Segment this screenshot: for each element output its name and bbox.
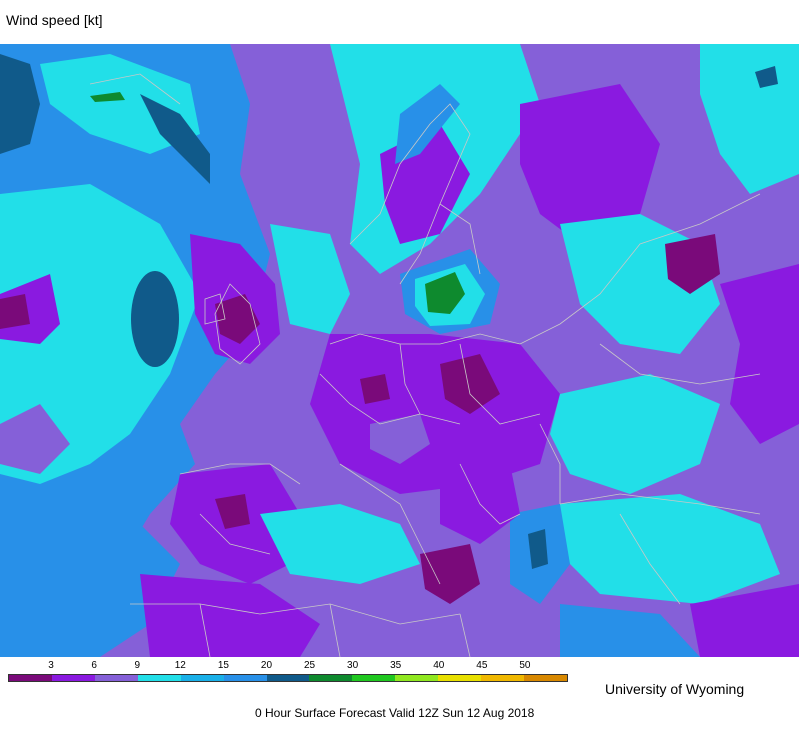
colorbar-tick-label: 25 xyxy=(303,660,316,671)
uk-dark-purple xyxy=(215,294,260,344)
colorbar-segment xyxy=(266,675,310,681)
colorbar-segment xyxy=(309,675,353,681)
wind-speed-map xyxy=(0,44,799,657)
colorbar-segment xyxy=(524,675,567,681)
levant-purple xyxy=(690,584,799,657)
central-europe-dark-2 xyxy=(360,374,390,404)
map-title: Wind speed [kt] xyxy=(6,12,103,28)
colorbar-tick-label: 50 xyxy=(519,660,531,671)
iceland-green-patch xyxy=(90,92,125,102)
east-med-blue xyxy=(560,604,700,657)
north-sea-cyan xyxy=(270,224,350,334)
colorbar-segment xyxy=(223,675,267,681)
colorbar-segment xyxy=(94,675,138,681)
colorbar-segment xyxy=(9,675,52,681)
atlantic-cyan-field xyxy=(0,184,200,484)
colorbar-tick-label: 30 xyxy=(347,660,359,671)
russia-dark-east xyxy=(755,66,778,88)
iceland-dark-field xyxy=(140,94,210,184)
russia-dark-purple xyxy=(665,234,720,294)
black-sea-cyan xyxy=(550,374,720,494)
turkey-cyan xyxy=(560,494,780,604)
colorbar-tick-label: 40 xyxy=(433,660,445,671)
russia-purple-west xyxy=(520,84,660,244)
iberia-dark xyxy=(215,494,250,529)
atlantic-dark-core xyxy=(131,271,179,367)
greenland-dark-field xyxy=(0,54,40,154)
colorbar-tick-label: 35 xyxy=(390,660,402,671)
country-borders xyxy=(89,73,761,657)
atlantic-purple-patch-2 xyxy=(0,294,30,329)
colorbar-tick-label: 3 xyxy=(48,660,54,671)
credit-label: University of Wyoming xyxy=(605,681,745,697)
colorbar-segment xyxy=(352,675,396,681)
aegean-dark xyxy=(528,529,548,569)
atlantic-calm-west xyxy=(0,404,70,474)
forecast-footer: 0 Hour Surface Forecast Valid 12Z Sun 12… xyxy=(255,706,535,720)
colorbar-segment xyxy=(137,675,181,681)
colorbar-bar xyxy=(8,674,568,682)
colorbar-segment xyxy=(51,675,95,681)
central-europe-purple xyxy=(310,334,560,494)
mediterranean-cyan xyxy=(260,504,420,584)
africa-blue xyxy=(0,504,180,657)
colorbar-tick-label: 45 xyxy=(476,660,488,671)
baltic-green-core xyxy=(425,272,465,314)
colorbar-segment xyxy=(438,675,482,681)
africa-purple xyxy=(140,574,320,657)
colorbar-tick-label: 12 xyxy=(174,660,186,671)
alps-calm-patch xyxy=(370,414,430,464)
colorbar-tick-label: 6 xyxy=(91,660,97,671)
central-europe-dark xyxy=(440,354,500,414)
wind-speed-colorbar: 3 6 9 12 15 20 25 30 35 40 45 50 xyxy=(8,660,568,685)
colorbar-tick-label: 20 xyxy=(260,660,273,671)
colorbar-tick-label: 9 xyxy=(134,660,140,671)
colorbar-segment xyxy=(481,675,525,681)
colorbar-segment xyxy=(180,675,224,681)
russia-purple-east xyxy=(720,264,799,444)
norway-blue-strip xyxy=(395,84,460,164)
italy-dark-purple xyxy=(420,544,480,604)
colorbar-segment xyxy=(395,675,439,681)
colorbar-tick-label: 15 xyxy=(217,660,229,671)
